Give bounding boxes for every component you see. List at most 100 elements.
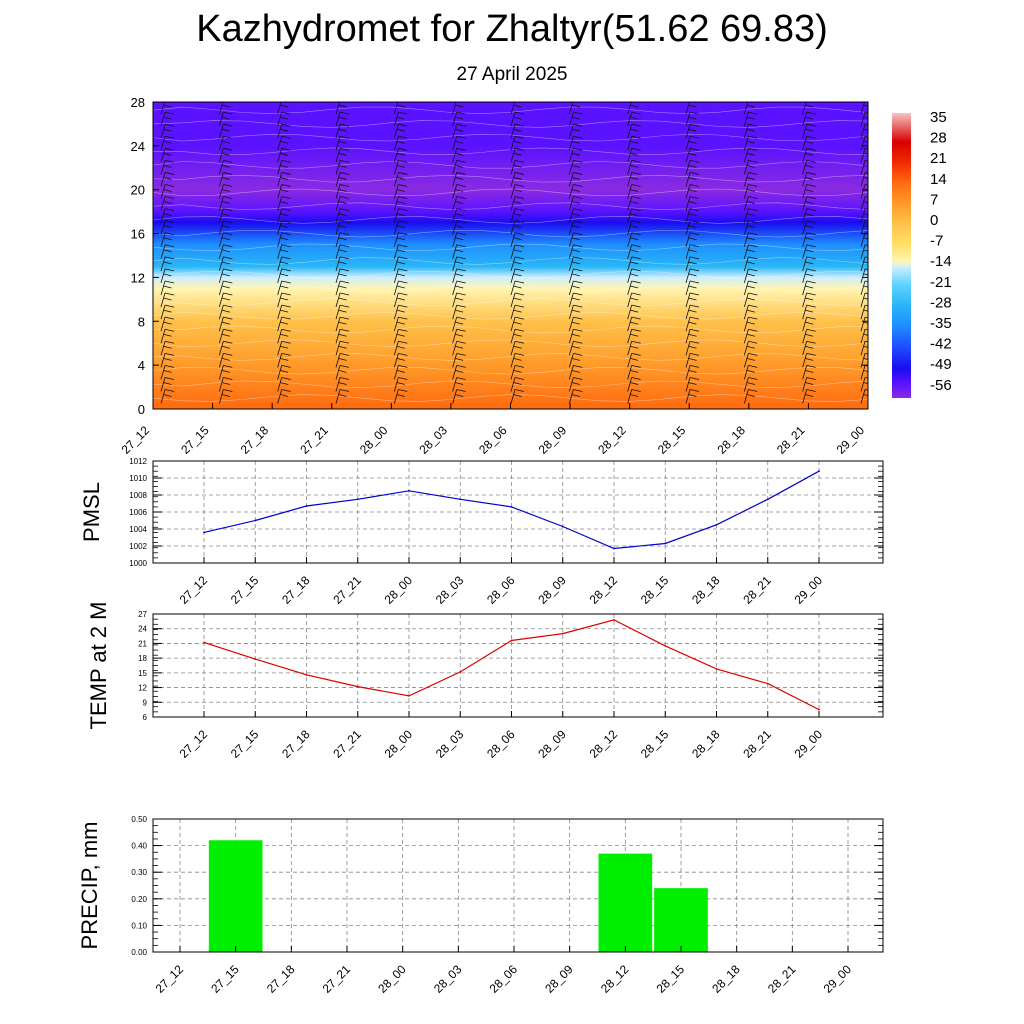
contour-line — [153, 188, 868, 197]
wind-barb — [160, 220, 175, 235]
wind-barb — [393, 256, 408, 271]
wind-barb — [627, 220, 641, 235]
precip-bar — [654, 888, 708, 952]
x-tick-label: 28_12 — [587, 727, 621, 761]
wind-barb — [160, 280, 175, 296]
wind-barb — [393, 196, 408, 211]
y-tick-label: 18 — [138, 654, 147, 663]
wind-barb — [452, 208, 466, 223]
x-tick-label: 27_15 — [208, 962, 242, 996]
y-tick-label: 12 — [138, 684, 147, 693]
wind-barb — [802, 292, 816, 308]
contour-line — [153, 202, 868, 210]
wind-barb — [218, 256, 233, 271]
wind-barb — [277, 256, 291, 271]
wind-barb — [452, 280, 466, 296]
wind-barb — [627, 135, 641, 151]
wind-barb — [685, 316, 700, 332]
wind-barb — [335, 256, 350, 271]
wind-barb — [685, 377, 700, 392]
wind-barb — [568, 135, 583, 151]
pmsl-point — [715, 523, 718, 526]
wind-barb — [510, 172, 525, 187]
wind-barb — [743, 377, 758, 392]
colorbar-label: 21 — [930, 150, 947, 167]
wind-barb — [452, 111, 466, 127]
x-tick-label: 28_12 — [587, 573, 621, 607]
wind-barb — [277, 292, 291, 308]
wind-barb — [218, 316, 233, 332]
x-tick-label: 28_12 — [598, 962, 632, 996]
pmsl-point — [561, 525, 564, 528]
x-tick-label: 28_06 — [476, 423, 510, 457]
pmsl-point — [408, 489, 410, 492]
y-tick-label: 1004 — [129, 525, 147, 534]
wind-barb — [627, 172, 641, 187]
wind-barb — [510, 268, 525, 284]
wind-barb — [802, 389, 816, 404]
wind-barb — [627, 316, 641, 332]
wind-barb — [160, 172, 175, 187]
wind-barb — [452, 244, 466, 259]
precip-panel: 0.00 0.10 0.20 0.30 0.40 0.50 27_12 27_15 27_18 2… — [77, 815, 884, 996]
wind-barb — [802, 172, 816, 187]
wind-barb — [218, 184, 233, 199]
wind-barb — [160, 304, 175, 320]
x-tick-label: 27_18 — [279, 727, 313, 761]
wind-barb — [218, 232, 233, 247]
wind-barb — [160, 256, 175, 271]
wind-barb — [393, 220, 408, 235]
wind-barb — [510, 365, 525, 380]
wind-barb — [277, 123, 291, 139]
wind-barb — [218, 111, 233, 127]
y-tick-label: 21 — [138, 639, 147, 648]
y-tick-label: 1008 — [129, 491, 147, 500]
x-tick-label: 28_18 — [714, 423, 748, 457]
wind-barb — [743, 365, 758, 380]
colorbar-label: 14 — [930, 171, 947, 188]
wind-barb — [277, 268, 291, 284]
x-tick-label: 27_18 — [264, 962, 298, 996]
x-tick-label: 27_12 — [177, 727, 211, 761]
wind-barb — [510, 352, 525, 368]
pmsl-point — [356, 498, 359, 501]
wind-barb — [743, 389, 758, 404]
x-tick-label: 28_21 — [740, 727, 774, 761]
wind-barb — [568, 220, 583, 235]
chart-subtitle: 27 April 2025 — [456, 64, 568, 85]
contour-line — [153, 257, 868, 265]
wind-barb — [802, 377, 816, 392]
wind-barb — [627, 159, 641, 175]
wind-barb — [743, 232, 758, 247]
wind-barb — [743, 340, 758, 356]
temp-point — [305, 673, 308, 676]
x-tick-label: 29_00 — [821, 962, 855, 996]
wind-barb — [160, 292, 175, 308]
wind-barb — [335, 268, 350, 284]
wind-barb — [627, 208, 641, 223]
wind-barb — [335, 352, 350, 368]
y-tick-label: 20 — [131, 183, 145, 198]
wind-barb — [335, 220, 350, 235]
y-tick-label: 0.30 — [131, 868, 147, 877]
wind-barb — [335, 232, 350, 247]
wind-barb — [802, 268, 816, 284]
y-tick-label: 1002 — [129, 542, 147, 551]
wind-barb — [393, 244, 408, 259]
temp-point — [408, 695, 410, 697]
contour-line — [153, 230, 868, 238]
x-tick-label: 28_06 — [484, 573, 518, 607]
wind-barb — [685, 159, 700, 175]
wind-barb — [160, 244, 175, 259]
colorbar: 35 28 21 14 7 0 -7 -14 -21 -28 -35 -42 -49 -56 — [892, 109, 952, 398]
contour-line — [153, 147, 868, 156]
x-tick-label: 28_09 — [536, 423, 570, 457]
wind-barb — [627, 111, 641, 127]
wind-barb — [218, 208, 233, 223]
wind-barb — [277, 304, 291, 320]
chart-title: Kazhydromet for Zhaltyr(51.62 69.83) — [196, 8, 828, 50]
precip-bar — [598, 853, 653, 952]
wind-barb — [685, 340, 700, 356]
wind-barb — [510, 196, 525, 211]
y-tick-label: 4 — [138, 358, 145, 373]
